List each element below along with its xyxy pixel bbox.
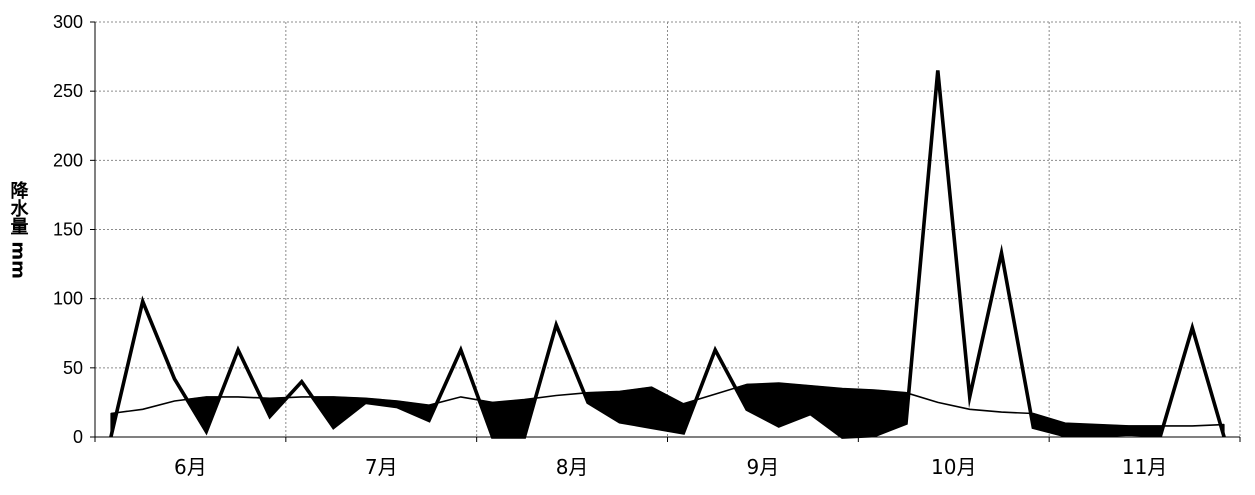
grid-layer <box>95 21 1241 437</box>
normal-precipitation-line <box>110 382 1225 427</box>
x-tick-label: 11月 <box>1122 455 1167 479</box>
series-layer <box>109 70 1226 439</box>
actual-precipitation-line <box>109 70 1226 439</box>
label-layer: 0 50 100 150 200 250 300 6月 7月 8月 9月 10月 11月 降水量 mm <box>8 12 1168 479</box>
y-tick-label: 0 <box>73 427 83 447</box>
x-tick-label: 7月 <box>365 455 398 479</box>
y-tick-label: 50 <box>63 358 83 378</box>
axis-layer <box>90 21 1241 442</box>
x-tick-label: 10月 <box>931 455 976 479</box>
y-axis-label: 降水量 mm <box>8 180 29 279</box>
y-tick-label: 100 <box>53 289 83 309</box>
x-tick-label: 6月 <box>174 455 207 479</box>
x-tick-label: 8月 <box>556 455 589 479</box>
y-tick-label: 300 <box>53 12 83 32</box>
y-tick-label: 200 <box>53 150 83 170</box>
x-tick-label: 9月 <box>747 455 780 479</box>
y-tick-label: 150 <box>53 220 83 240</box>
y-tick-label: 250 <box>53 81 83 101</box>
